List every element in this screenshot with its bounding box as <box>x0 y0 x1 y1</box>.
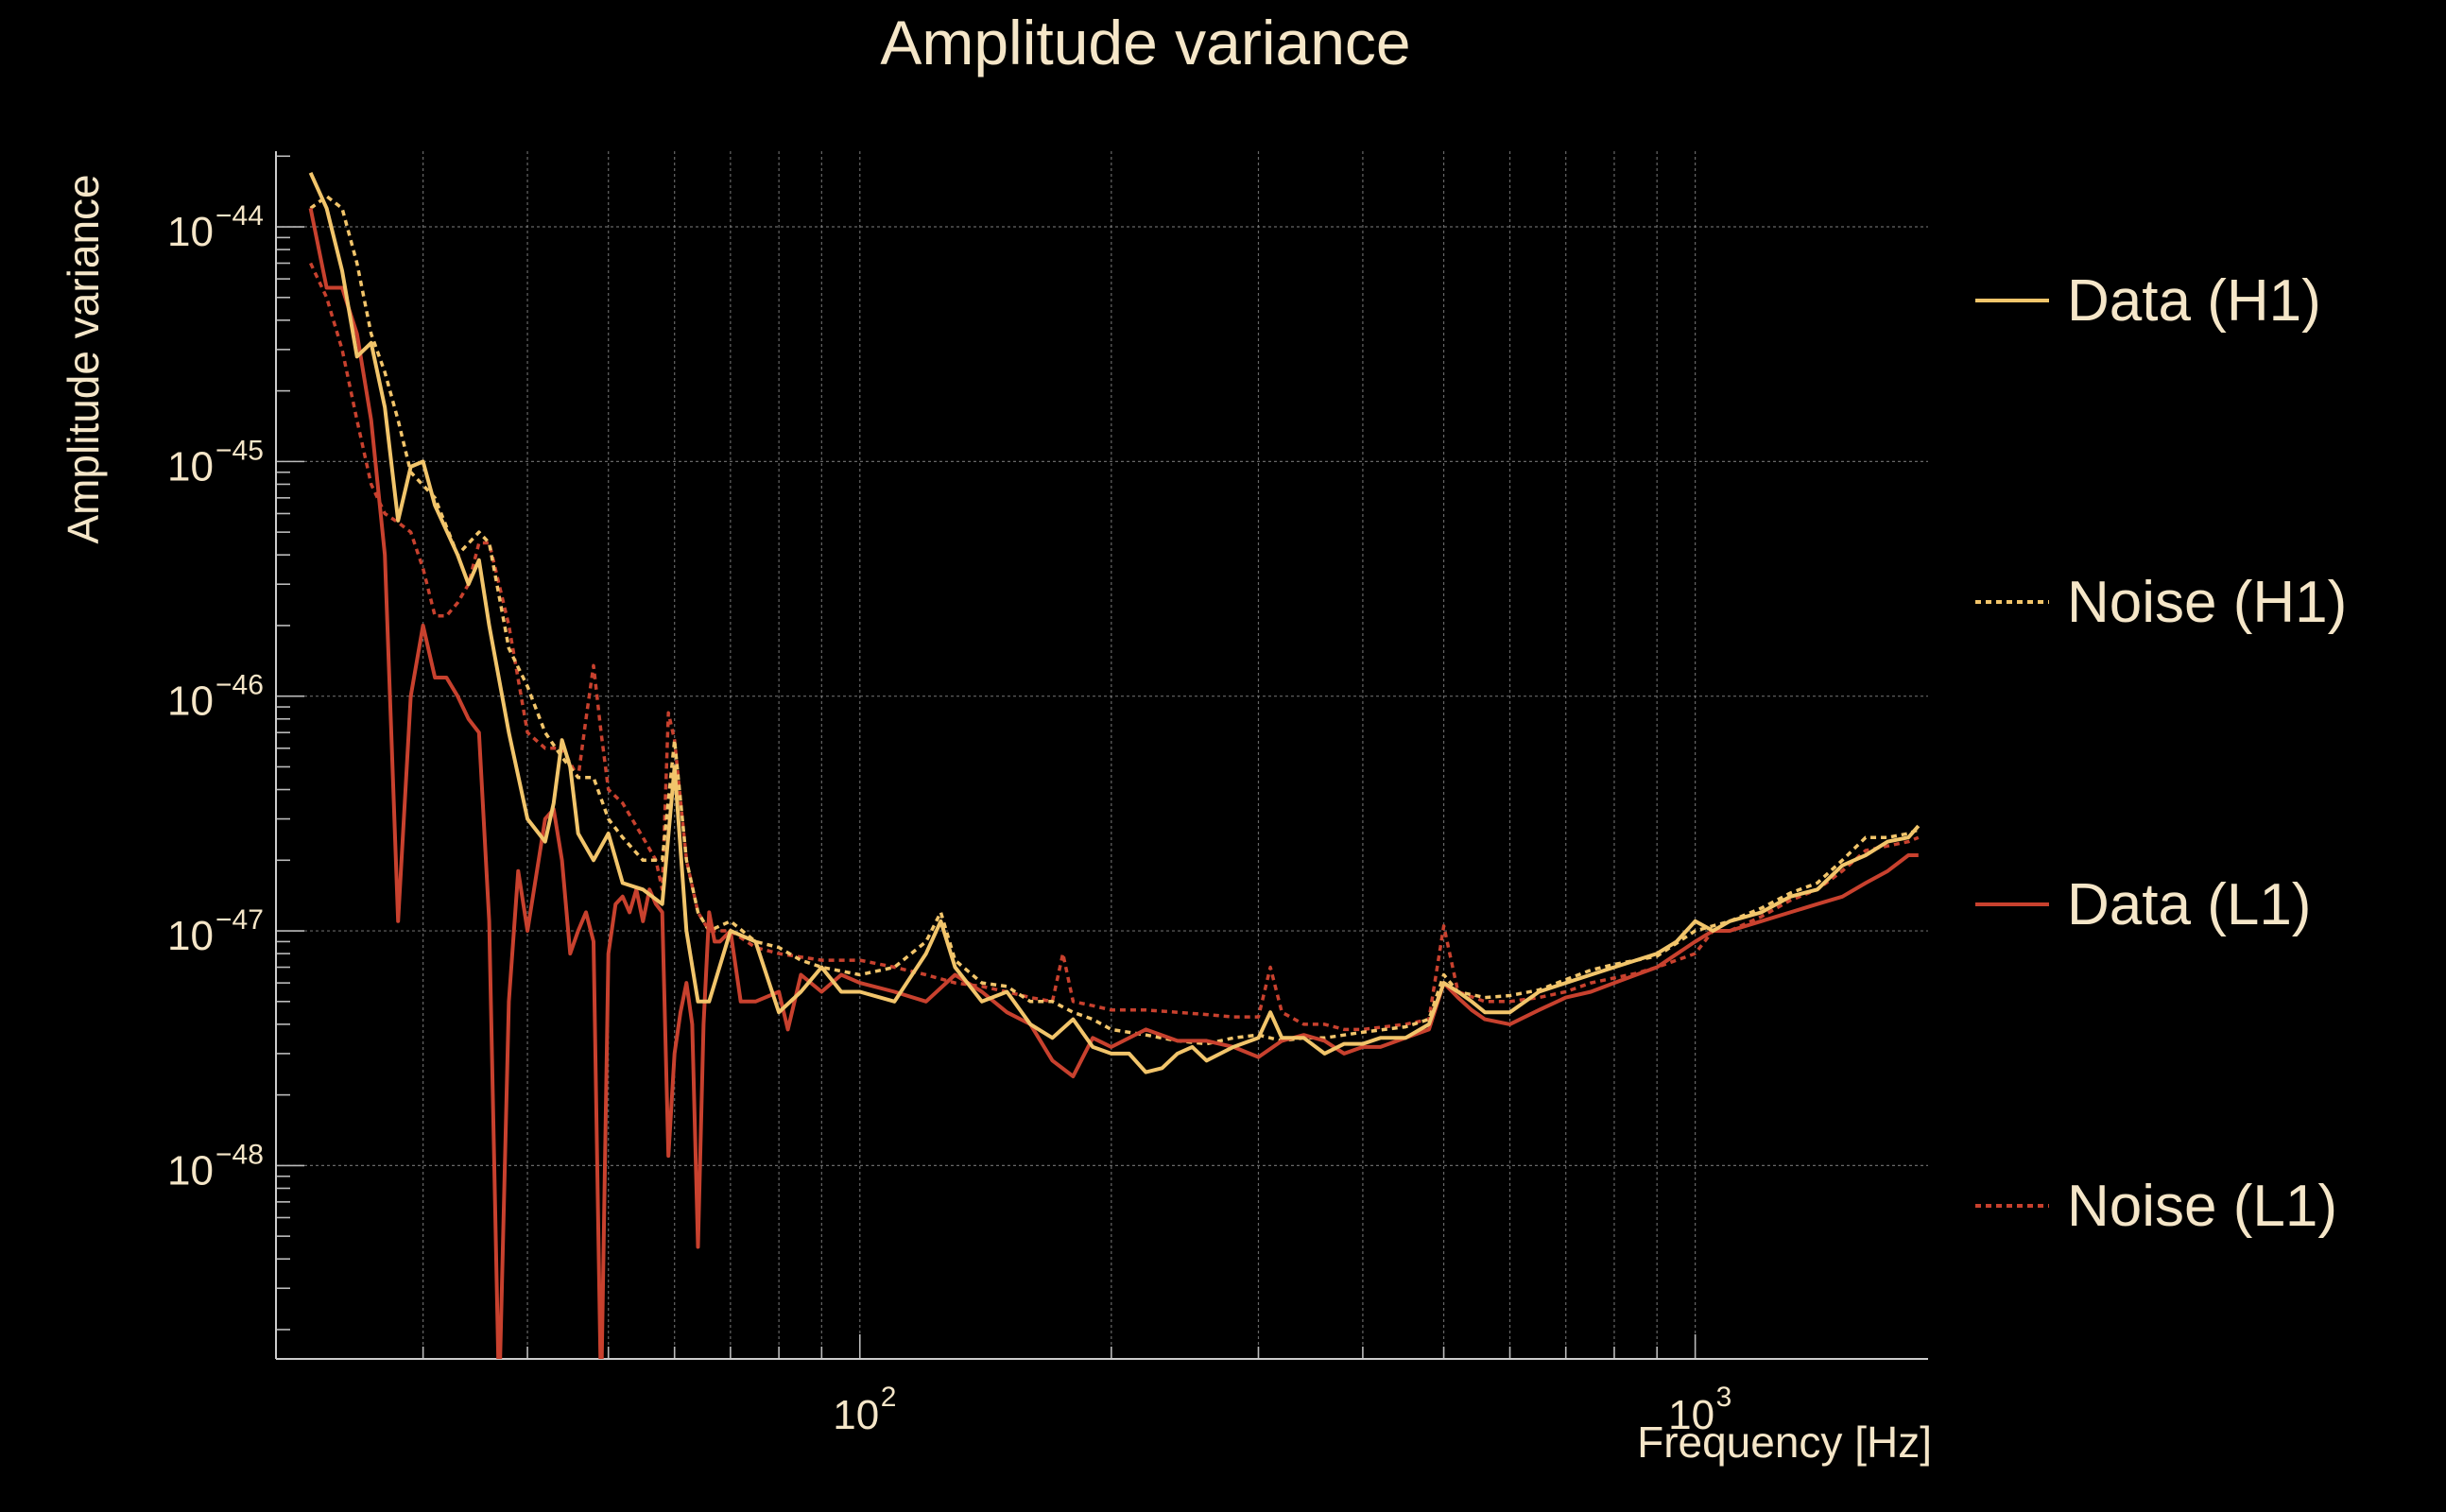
x-axis-label: Frequency [Hz] <box>1637 1418 1932 1467</box>
y-tick-label: 10 <box>167 1147 214 1194</box>
y-tick-label: 10 <box>167 679 214 725</box>
y-tick-exponent: −44 <box>215 200 264 232</box>
legend-label-3: Noise (L1) <box>2067 1174 2337 1239</box>
y-tick-label: 10 <box>167 913 214 959</box>
x-tick-label: 10 <box>1668 1392 1714 1438</box>
y-tick-label: 10 <box>167 443 214 490</box>
x-tick-exponent: 3 <box>1716 1382 1732 1413</box>
x-tick-exponent: 2 <box>881 1382 897 1413</box>
x-tick-label: 10 <box>833 1392 879 1438</box>
y-tick-exponent: −46 <box>215 670 264 701</box>
y-tick-label: 10 <box>167 209 214 255</box>
y-tick-exponent: −45 <box>215 435 264 466</box>
axes <box>275 151 1928 1360</box>
y-tick-exponent: −47 <box>215 904 264 936</box>
y-tick-exponent: −48 <box>215 1139 264 1170</box>
series-line-3 <box>309 262 1920 1032</box>
legend-label-0: Data (H1) <box>2067 268 2321 334</box>
series-line-0 <box>308 171 1921 1074</box>
y-axis-label: Amplitude variance <box>59 174 108 543</box>
series-lines <box>308 171 1921 1359</box>
legend: Data (H1) Noise (H1) Data (L1) Noise (L1) <box>1975 268 2347 1239</box>
grid <box>275 151 1928 1359</box>
legend-label-1: Noise (H1) <box>2067 570 2347 635</box>
chart-title: Amplitude variance <box>880 8 1410 77</box>
legend-label-2: Data (L1) <box>2067 872 2311 937</box>
